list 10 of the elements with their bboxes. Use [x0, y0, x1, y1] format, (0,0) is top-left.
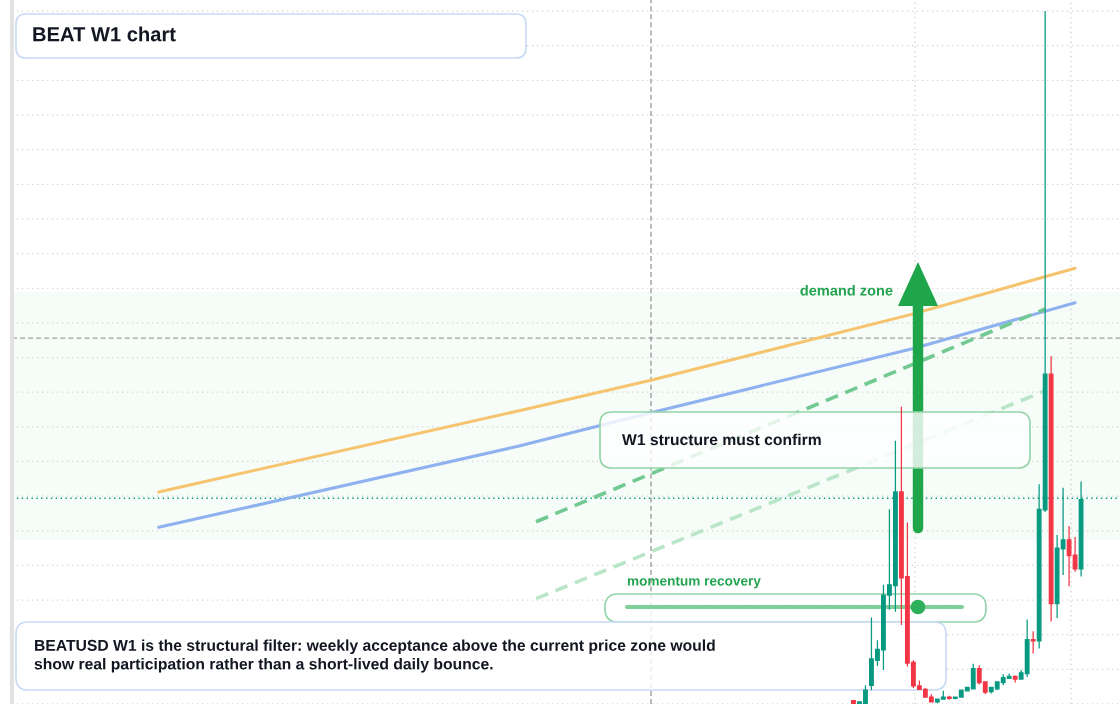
- candlestick: [1048, 355, 1054, 623]
- annotation: W1 structure must confirm: [622, 433, 821, 446]
- annotation: BEATUSD W1 is the structural filter: weekly acceptance above the current price zone would show real participation rather than a short-lived daily bounce.: [34, 639, 715, 673]
- candlestick: [1030, 630, 1036, 655]
- candlestick: [946, 695, 952, 701]
- candlestick: [1012, 674, 1018, 684]
- text: BEAT W1 chart: [33, 26, 176, 42]
- candlestick: [851, 699, 856, 704]
- annotation: momentum recovery: [627, 576, 761, 589]
- band-label: demand zone: [800, 284, 893, 296]
